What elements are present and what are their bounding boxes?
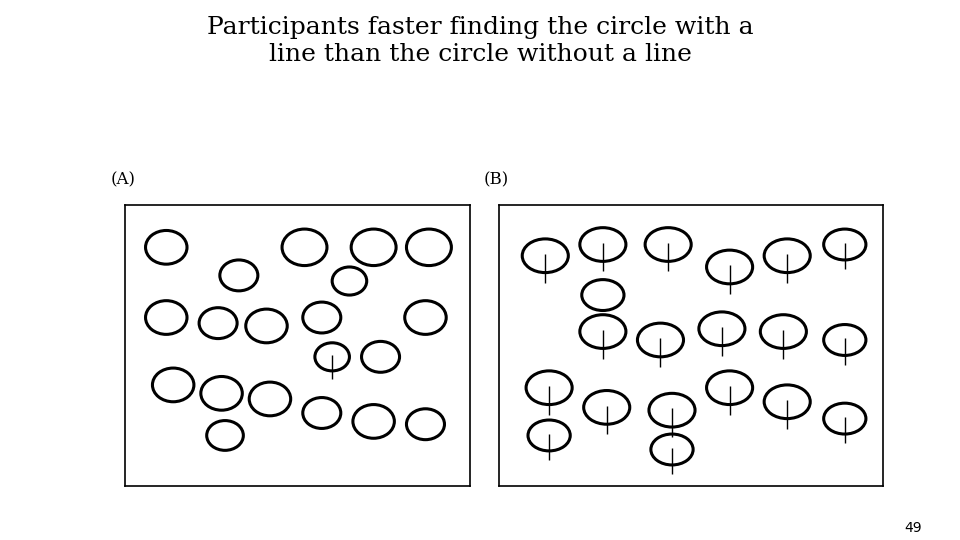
Text: (A): (A) (111, 171, 136, 188)
Text: (B): (B) (484, 171, 509, 188)
Text: 49: 49 (904, 521, 922, 535)
Text: Participants faster finding the circle with a
line than the circle without a lin: Participants faster finding the circle w… (206, 16, 754, 66)
